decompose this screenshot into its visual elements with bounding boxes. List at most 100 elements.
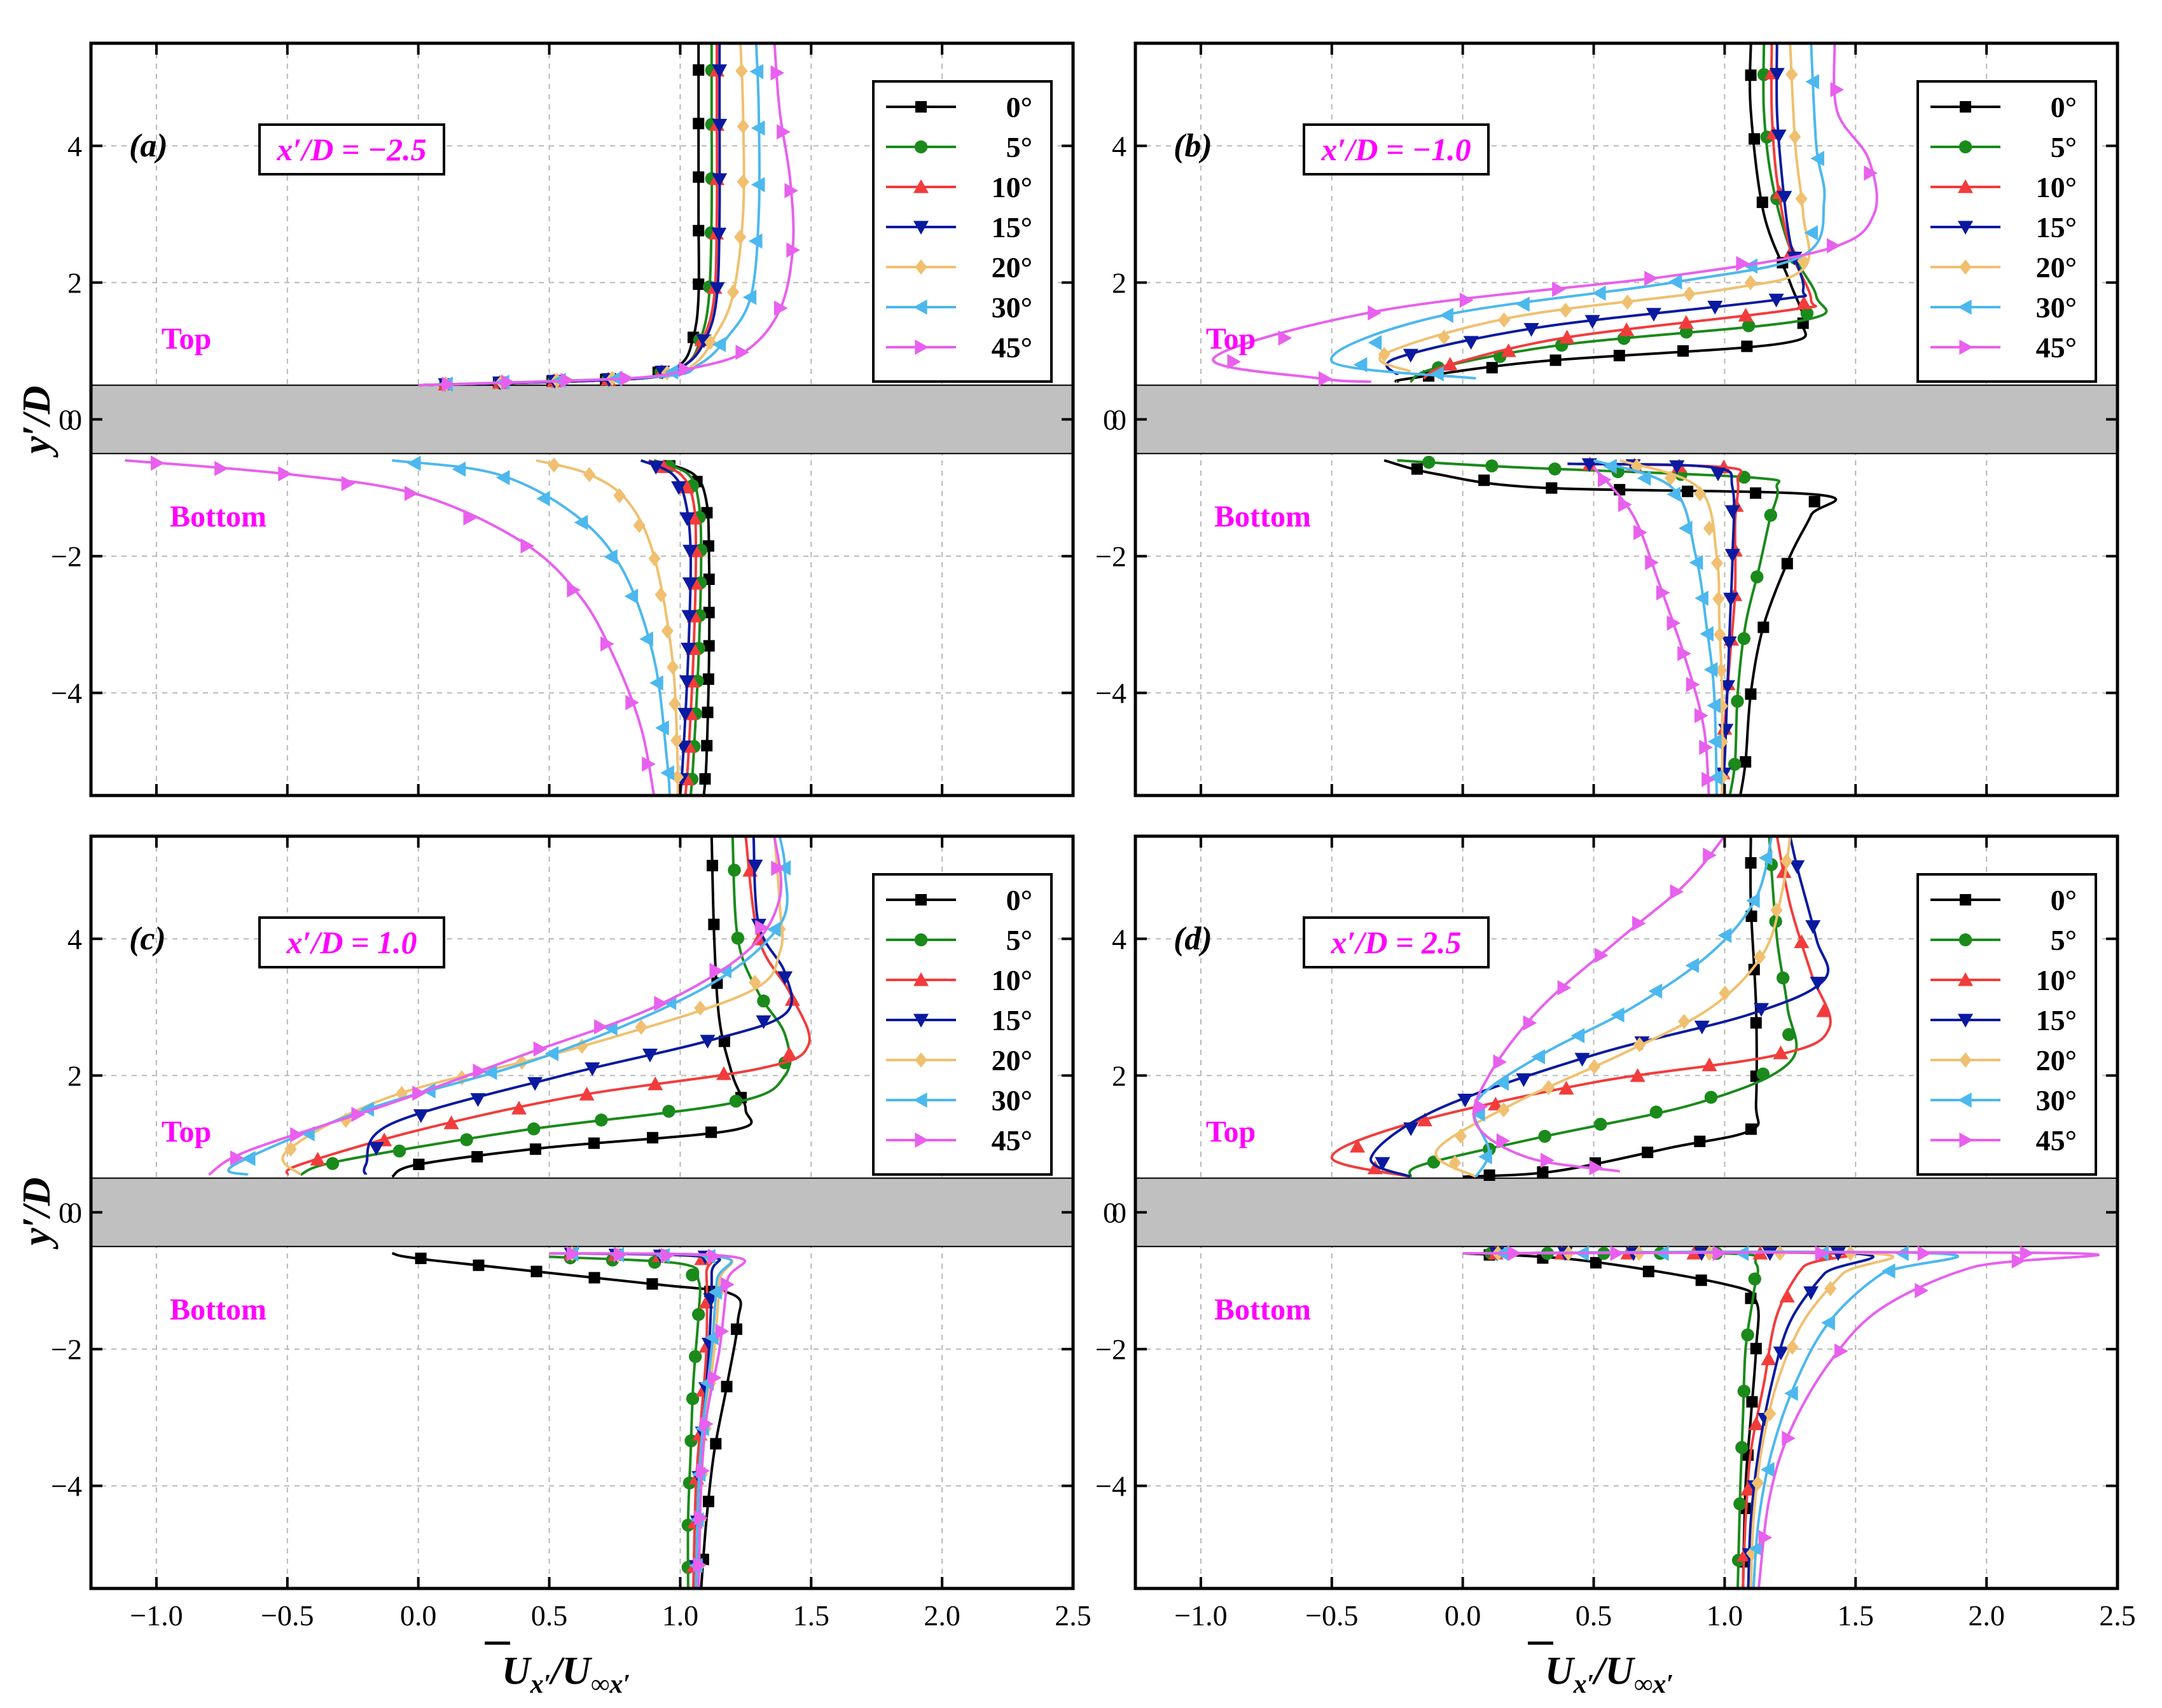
series-marker-45deg: [709, 963, 724, 979]
series-marker-20deg: [1764, 1406, 1777, 1422]
series-marker-20deg: [661, 623, 674, 639]
legend-marker: [1959, 1133, 1973, 1148]
legend-marker: [1959, 259, 1972, 275]
series-marker-10deg: [1779, 1288, 1795, 1303]
series-marker-45deg: [1677, 645, 1691, 661]
condition-box: [258, 123, 445, 176]
series-marker-30deg: [241, 1150, 256, 1166]
series-marker-30deg: [1761, 1462, 1775, 1478]
series-marker-30deg: [1746, 893, 1760, 909]
condition-label: x′/D = −2.5: [276, 132, 426, 167]
series-marker-5deg: [527, 1122, 541, 1136]
series-marker-45deg: [230, 1150, 244, 1166]
series-marker-20deg: [1753, 949, 1766, 965]
legend-marker: [1958, 1014, 1973, 1028]
series-marker-30deg: [749, 64, 764, 79]
legend-marker: [1958, 221, 1973, 235]
x-tick-label: 1.5: [1838, 1599, 1874, 1632]
series-line-20deg-bottom: [536, 459, 679, 795]
series-marker-0deg: [1483, 1169, 1495, 1181]
series-marker-30deg: [748, 233, 763, 249]
legend-label: 20°: [992, 1044, 1032, 1077]
series-marker-20deg: [1378, 347, 1390, 362]
series-marker-30deg: [604, 549, 618, 565]
series-marker-5deg: [1737, 631, 1751, 645]
legend-marker: [915, 1133, 929, 1148]
series-marker-30deg: [1603, 458, 1617, 474]
series-line-0deg-bottom: [653, 459, 711, 795]
series-marker-10deg: [1350, 1138, 1366, 1153]
series-marker-5deg: [1756, 1067, 1770, 1081]
series-marker-5deg: [1731, 694, 1744, 708]
series-marker-15deg: [1773, 1346, 1789, 1361]
series-marker-10deg: [1559, 329, 1575, 344]
axis-titles: Ux′/U∞x′ Ux′/U∞x′ y′/D y′/D: [15, 386, 1673, 1699]
series-marker-45deg: [533, 1041, 548, 1057]
series-marker-0deg: [710, 1438, 722, 1450]
series-marker-20deg: [667, 659, 679, 675]
series-marker-15deg: [712, 64, 728, 78]
series-marker-5deg: [1733, 1497, 1747, 1511]
legend-label: 0°: [2051, 91, 2077, 123]
series-marker-15deg: [1523, 323, 1539, 337]
series-marker-30deg: [712, 336, 726, 352]
series-marker-0deg: [588, 1272, 600, 1284]
series-marker-15deg: [1777, 191, 1792, 205]
series-marker-10deg: [1776, 864, 1792, 878]
series-marker-45deg: [520, 538, 535, 554]
series-marker-45deg: [620, 371, 634, 387]
x-axis-title-part: U: [1545, 1649, 1576, 1693]
y-tick-label: −4: [1095, 677, 1126, 710]
series-marker-45deg: [1699, 740, 1713, 755]
series-marker-30deg: [705, 1330, 719, 1346]
series-marker-30deg: [1804, 225, 1819, 241]
legend-label: 15°: [992, 211, 1032, 244]
series-line-45deg-bottom: [1592, 466, 1710, 795]
x-tick-label: −1.0: [1174, 1599, 1227, 1632]
series-marker-45deg: [1319, 371, 1333, 387]
legend-label: 45°: [2036, 1124, 2077, 1157]
legend-label: 30°: [2036, 291, 2077, 324]
series-marker-20deg: [1683, 286, 1696, 302]
series-marker-45deg: [1834, 1343, 1848, 1359]
legend-marker: [913, 1014, 929, 1028]
series-marker-15deg: [1810, 977, 1826, 991]
legend-label: 15°: [2036, 211, 2077, 244]
series-marker-30deg: [664, 364, 679, 380]
panel-label: (b): [1174, 128, 1212, 164]
series-group: [125, 43, 800, 795]
series-marker-5deg: [689, 1350, 702, 1363]
legend-label: 15°: [992, 1004, 1032, 1037]
condition-label: x′/D = 1.0: [286, 925, 417, 960]
legend-label: 5°: [2051, 924, 2077, 956]
series-marker-10deg: [1417, 1112, 1432, 1127]
legend-marker: [1958, 140, 1972, 154]
series-marker-45deg: [700, 1416, 714, 1432]
legend-label: 5°: [1006, 131, 1032, 163]
condition-box: [1303, 123, 1490, 176]
series-marker-5deg: [1776, 971, 1790, 985]
x-tick-label: 2.0: [924, 1599, 960, 1632]
series-marker-20deg: [1751, 1475, 1764, 1491]
series-marker-45deg: [1686, 677, 1700, 692]
legend-label: 45°: [2036, 331, 2077, 364]
series-marker-15deg: [1803, 1286, 1819, 1300]
series-marker-20deg: [1448, 1155, 1461, 1171]
series-line-45deg-top: [208, 836, 783, 1176]
series-marker-45deg: [501, 375, 515, 390]
condition-label: x′/D = 2.5: [1330, 925, 1461, 960]
ticks: [91, 836, 1074, 1588]
y-tick-label: 4: [1112, 923, 1126, 955]
series-marker-30deg: [1591, 285, 1606, 301]
series-marker-45deg: [441, 376, 456, 392]
series-marker-30deg: [1668, 274, 1682, 290]
series-marker-0deg: [693, 118, 705, 130]
series-marker-0deg: [1537, 1166, 1549, 1178]
series-marker-30deg: [360, 1101, 374, 1117]
series-marker-45deg: [654, 996, 668, 1012]
series-marker-15deg: [1830, 1247, 1846, 1262]
series-marker-45deg: [1595, 947, 1609, 963]
series-marker-0deg: [1546, 482, 1558, 494]
legend-label: 30°: [992, 291, 1032, 324]
legend-marker: [1959, 1052, 1972, 1068]
